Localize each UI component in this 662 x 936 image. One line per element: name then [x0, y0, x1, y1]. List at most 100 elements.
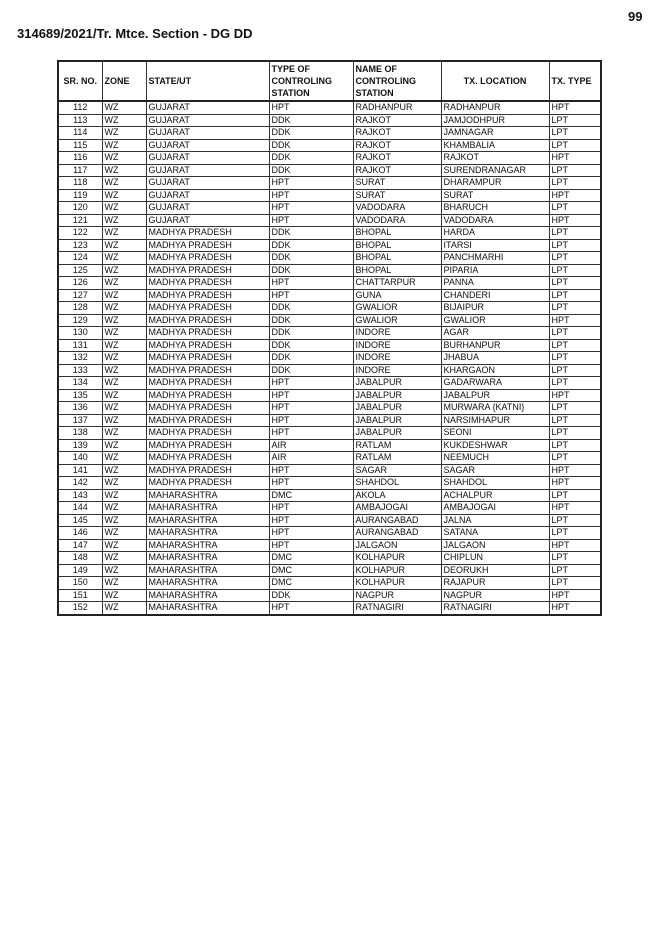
- cell-tx-location: PANCHMARHI: [440, 251, 550, 265]
- cell-name-controlling: BHOPAL: [352, 226, 442, 240]
- table-row: 124 WZ MADHYA PRADESH DDK BHOPAL PANCHMARHI LP…: [57, 251, 602, 265]
- cell-tx-location: ACHALPUR: [440, 488, 550, 502]
- cell-tx-type: LPT: [548, 488, 602, 502]
- cell-state: MAHARASHTRA: [145, 576, 270, 590]
- cell-tx-location: RATNAGIRI: [440, 601, 550, 615]
- cell-tx-type: LPT: [548, 138, 602, 152]
- cell-tx-location: JABALPUR: [440, 388, 550, 402]
- cell-name-controlling: BHOPAL: [352, 251, 442, 265]
- cell-tx-location: PIPARIA: [440, 263, 550, 277]
- cell-zone: WZ: [101, 388, 147, 402]
- cell-sr-no: 139: [57, 438, 103, 452]
- cell-tx-location: NAGPUR: [440, 588, 550, 602]
- cell-name-controlling: JABALPUR: [352, 401, 442, 415]
- cell-state: GUJARAT: [145, 176, 270, 190]
- cell-sr-no: 140: [57, 451, 103, 465]
- table-row: 145 WZ MAHARASHTRA HPT AURANGABAD JALNA LPT: [57, 513, 602, 527]
- cell-tx-type: HPT: [548, 463, 602, 477]
- cell-name-controlling: AURANGABAD: [352, 526, 442, 540]
- table-row: 132 WZ MADHYA PRADESH DDK INDORE JHABUA LPT: [57, 351, 602, 365]
- cell-name-controlling: KOLHAPUR: [352, 551, 442, 565]
- table-row: 139 WZ MADHYA PRADESH AIR RATLAM KUKDESHWAR LP…: [57, 438, 602, 452]
- cell-name-controlling: AURANGABAD: [352, 513, 442, 527]
- table-row: 146 WZ MAHARASHTRA HPT AURANGABAD SATANA LPT: [57, 526, 602, 540]
- cell-tx-location: AGAR: [440, 326, 550, 340]
- header-sr-no: SR. NO.: [57, 60, 103, 102]
- cell-name-controlling: KOLHAPUR: [352, 576, 442, 590]
- cell-state: MAHARASHTRA: [145, 601, 270, 615]
- cell-tx-location: PANNA: [440, 276, 550, 290]
- table-row: 144 WZ MAHARASHTRA HPT AMBAJOGAI AMBAJOGAI HPT: [57, 501, 602, 515]
- cell-type-controlling: HPT: [268, 426, 354, 440]
- cell-type-controlling: HPT: [268, 201, 354, 215]
- cell-sr-no: 144: [57, 501, 103, 515]
- cell-type-controlling: HPT: [268, 476, 354, 490]
- cell-sr-no: 142: [57, 476, 103, 490]
- table-row: 127 WZ MADHYA PRADESH HPT GUNA CHANDERI LPT: [57, 288, 602, 302]
- cell-name-controlling: RADHANPUR: [352, 100, 442, 115]
- cell-type-controlling: DDK: [268, 263, 354, 277]
- table-body: 112 WZ GUJARAT HPT RADHANPUR RADHANPUR HPT 113 W…: [57, 100, 602, 615]
- cell-tx-type: LPT: [548, 226, 602, 240]
- cell-tx-type: LPT: [548, 526, 602, 540]
- cell-zone: WZ: [101, 313, 147, 327]
- cell-sr-no: 147: [57, 538, 103, 552]
- cell-tx-location: MURWARA {KATNI}: [440, 401, 550, 415]
- cell-tx-location: CHANDERI: [440, 288, 550, 302]
- cell-type-controlling: DDK: [268, 301, 354, 315]
- table-row: 126 WZ MADHYA PRADESH HPT CHATTARPUR PANNA LPT: [57, 276, 602, 290]
- cell-tx-type: LPT: [548, 276, 602, 290]
- cell-tx-type: LPT: [548, 513, 602, 527]
- cell-tx-location: RAJKOT: [440, 151, 550, 165]
- table-row: 152 WZ MAHARASHTRA HPT RATNAGIRI RATNAGIRI HPT: [57, 601, 602, 615]
- cell-state: MADHYA PRADESH: [145, 388, 270, 402]
- cell-state: MADHYA PRADESH: [145, 276, 270, 290]
- cell-tx-type: LPT: [548, 126, 602, 140]
- table-row: 150 WZ MAHARASHTRA DMC KOLHAPUR RAJAPUR LPT: [57, 576, 602, 590]
- cell-state: MAHARASHTRA: [145, 588, 270, 602]
- cell-tx-location: JALNA: [440, 513, 550, 527]
- cell-sr-no: 152: [57, 601, 103, 615]
- cell-state: MADHYA PRADESH: [145, 426, 270, 440]
- cell-tx-location: SATANA: [440, 526, 550, 540]
- header-tx-location: TX. LOCATION: [440, 60, 550, 102]
- table-row: 151 WZ MAHARASHTRA DDK NAGPUR NAGPUR HPT: [57, 588, 602, 602]
- cell-type-controlling: DMC: [268, 563, 354, 577]
- cell-tx-type: HPT: [548, 313, 602, 327]
- cell-tx-location: JAMNAGAR: [440, 126, 550, 140]
- cell-sr-no: 127: [57, 288, 103, 302]
- table-row: 136 WZ MADHYA PRADESH HPT JABALPUR MURWARA {K…: [57, 401, 602, 415]
- cell-sr-no: 150: [57, 576, 103, 590]
- cell-zone: WZ: [101, 588, 147, 602]
- cell-sr-no: 117: [57, 163, 103, 177]
- cell-zone: WZ: [101, 401, 147, 415]
- table-row: 115 WZ GUJARAT DDK RAJKOT KHAMBALIA LPT: [57, 138, 602, 152]
- cell-type-controlling: DDK: [268, 151, 354, 165]
- table-row: 125 WZ MADHYA PRADESH DDK BHOPAL PIPARIA LPT: [57, 263, 602, 277]
- cell-tx-type: LPT: [548, 451, 602, 465]
- cell-state: MAHARASHTRA: [145, 513, 270, 527]
- cell-tx-location: BHARUCH: [440, 201, 550, 215]
- cell-zone: WZ: [101, 201, 147, 215]
- cell-tx-location: SHAHDOL: [440, 476, 550, 490]
- cell-type-controlling: DDK: [268, 351, 354, 365]
- cell-zone: WZ: [101, 288, 147, 302]
- cell-zone: WZ: [101, 413, 147, 427]
- cell-tx-type: LPT: [548, 376, 602, 390]
- table-row: 131 WZ MADHYA PRADESH DDK INDORE BURHANPUR LPT: [57, 338, 602, 352]
- cell-type-controlling: DDK: [268, 588, 354, 602]
- cell-sr-no: 145: [57, 513, 103, 527]
- station-table: SR. NO. ZONE STATE/UT TYPE OF CONTROLING…: [57, 60, 602, 616]
- cell-type-controlling: DDK: [268, 238, 354, 252]
- cell-sr-no: 133: [57, 363, 103, 377]
- cell-sr-no: 148: [57, 551, 103, 565]
- cell-name-controlling: RAJKOT: [352, 163, 442, 177]
- cell-sr-no: 124: [57, 251, 103, 265]
- cell-state: MADHYA PRADESH: [145, 463, 270, 477]
- table-row: 121 WZ GUJARAT HPT VADODARA VADODARA HPT: [57, 213, 602, 227]
- cell-name-controlling: RAJKOT: [352, 151, 442, 165]
- cell-state: MADHYA PRADESH: [145, 251, 270, 265]
- cell-name-controlling: SURAT: [352, 176, 442, 190]
- cell-zone: WZ: [101, 376, 147, 390]
- cell-zone: WZ: [101, 326, 147, 340]
